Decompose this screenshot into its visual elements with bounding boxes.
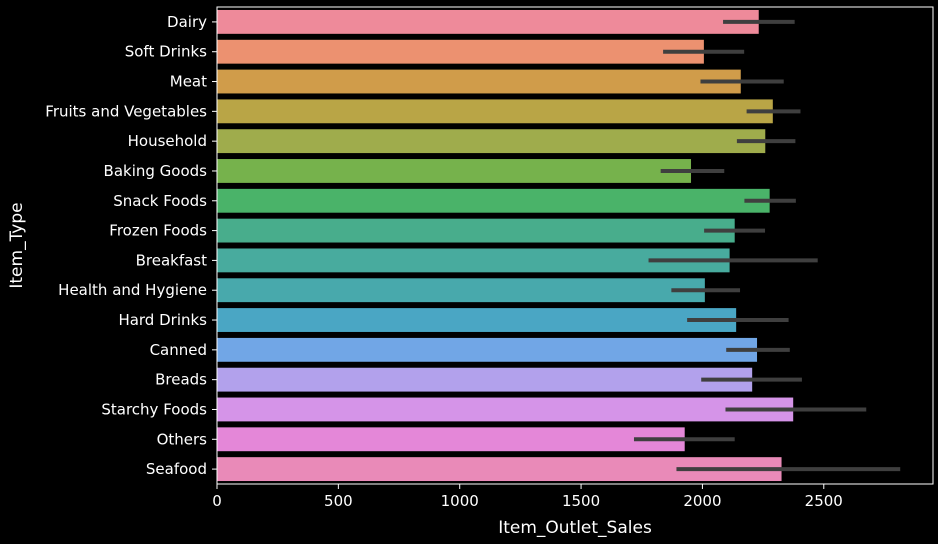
y-tick-label: Starchy Foods <box>101 400 207 418</box>
y-tick-label: Frozen Foods <box>109 222 207 240</box>
y-tick-label: Others <box>157 430 208 448</box>
bar <box>217 367 753 392</box>
bar <box>217 427 685 452</box>
bar <box>217 188 770 213</box>
y-tick-label: Seafood <box>146 460 207 478</box>
x-tick-label: 500 <box>324 492 353 510</box>
bar <box>217 278 705 303</box>
x-tick-label: 0 <box>212 492 222 510</box>
y-tick-label: Health and Hygiene <box>58 281 207 299</box>
x-tick-label: 1500 <box>562 492 600 510</box>
y-tick-label: Baking Goods <box>104 162 208 180</box>
bar <box>217 397 794 422</box>
y-tick-label: Dairy <box>167 13 207 31</box>
bar <box>217 69 741 94</box>
y-tick-label: Fruits and Vegetables <box>45 102 207 120</box>
y-axis-categories: Dairy Soft Drinks Meat Fruits and Vegetable… <box>45 13 217 478</box>
bar <box>217 39 704 64</box>
bar <box>217 9 759 34</box>
bar <box>217 457 782 482</box>
x-axis-title: Item_Outlet_Sales <box>498 518 652 538</box>
plot-frame <box>216 6 934 485</box>
bar <box>217 308 737 332</box>
y-tick-label: Household <box>128 132 207 150</box>
x-tick-label: 2000 <box>683 492 721 510</box>
y-tick-label: Canned <box>150 341 207 359</box>
bar <box>217 99 773 124</box>
y-tick-label: Hard Drinks <box>118 311 207 329</box>
bar <box>217 159 692 183</box>
y-tick-label: Breakfast <box>136 251 208 269</box>
bars-layer <box>217 9 794 482</box>
y-tick-label: Snack Foods <box>113 192 207 210</box>
error-bars-layer <box>633 19 901 472</box>
y-tick-label: Meat <box>170 73 207 91</box>
y-axis-title: Item_Type <box>7 202 27 288</box>
bar <box>217 337 758 362</box>
bar <box>217 129 766 154</box>
bar <box>217 248 730 273</box>
x-tick-label: 2500 <box>805 492 843 510</box>
y-tick-label: Breads <box>155 371 207 389</box>
x-axis-ticks: 0 500 1000 1500 2000 2500 <box>212 484 843 510</box>
y-tick-label: Soft Drinks <box>125 43 207 61</box>
x-tick-label: 1000 <box>441 492 479 510</box>
bar <box>217 218 735 243</box>
